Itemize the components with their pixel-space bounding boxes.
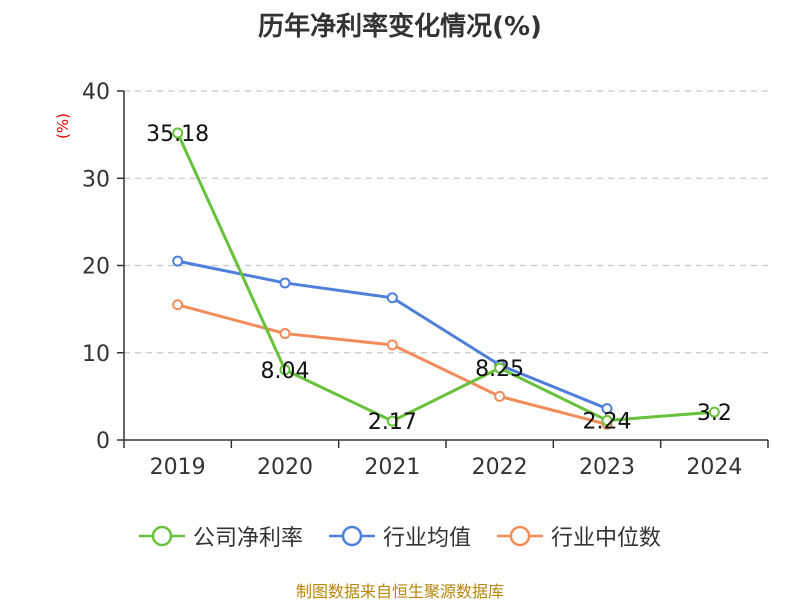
- data-label: 2.17: [368, 410, 417, 435]
- series-line-0: [176, 132, 715, 423]
- data-point: [601, 414, 613, 426]
- legend-marker-orange-icon: [497, 525, 543, 547]
- y-tick-label: 30: [82, 167, 110, 192]
- legend-label: 行业中位数: [551, 526, 662, 551]
- data-point: [172, 299, 184, 311]
- legend-item-industry-median[interactable]: 行业中位数: [497, 520, 661, 552]
- legend-label: 行业均值: [382, 526, 471, 551]
- y-tick-label: 40: [82, 80, 110, 105]
- data-label: 35.18: [146, 122, 209, 147]
- data-point: [708, 406, 720, 418]
- chart-legend: 公司净利率 行业均值 行业中位数: [0, 520, 800, 552]
- x-tick-label: 2019: [150, 455, 206, 480]
- data-point: [386, 339, 398, 351]
- data-point: [494, 362, 506, 374]
- y-tick-label: 0: [96, 429, 110, 454]
- data-point: [279, 277, 291, 289]
- data-point: [601, 403, 613, 415]
- data-point: [172, 127, 184, 139]
- data-source-note: 制图数据来自恒生聚源数据库: [295, 582, 504, 601]
- y-tick-label: 10: [82, 342, 110, 367]
- chart-title: 历年净利率变化情况(%): [258, 12, 542, 42]
- series-line-1: [177, 259, 608, 410]
- data-point: [386, 415, 398, 427]
- y-axis-label: (%): [54, 113, 72, 139]
- legend-item-industry-average[interactable]: 行业均值: [328, 520, 471, 552]
- data-label: 8.25: [475, 357, 524, 382]
- data-label: 3.2: [697, 401, 732, 426]
- data-point: [494, 390, 506, 402]
- y-tick-label: 20: [82, 255, 110, 280]
- legend-item-net-margin[interactable]: 公司净利率: [138, 520, 303, 552]
- data-point: [279, 328, 291, 340]
- data-point: [386, 292, 398, 304]
- legend-marker-blue-icon: [328, 525, 375, 547]
- legend-label: 公司净利率: [192, 526, 303, 551]
- series-line-2: [177, 303, 608, 426]
- data-label: 2.24: [583, 409, 632, 434]
- x-tick-label: 2020: [257, 455, 313, 480]
- data-point: [279, 364, 291, 376]
- x-tick-label: 2022: [472, 455, 528, 480]
- x-tick-label: 2024: [686, 455, 742, 480]
- data-label: 8.04: [261, 359, 310, 384]
- legend-marker-green-icon: [138, 525, 185, 547]
- x-tick-label: 2021: [364, 455, 420, 480]
- data-point: [172, 255, 184, 267]
- x-tick-label: 2023: [579, 455, 635, 480]
